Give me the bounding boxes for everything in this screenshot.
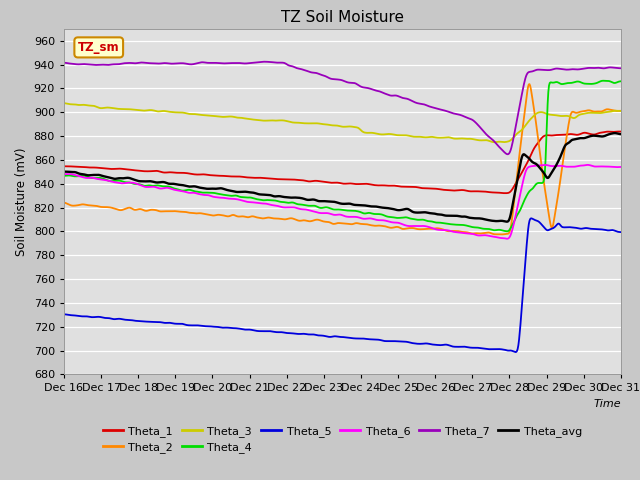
Text: TZ_sm: TZ_sm bbox=[78, 41, 120, 54]
Title: TZ Soil Moisture: TZ Soil Moisture bbox=[281, 10, 404, 25]
Text: Time: Time bbox=[593, 398, 621, 408]
Legend: Theta_1, Theta_2, Theta_3, Theta_4, Theta_5, Theta_6, Theta_7, Theta_avg: Theta_1, Theta_2, Theta_3, Theta_4, Thet… bbox=[98, 421, 587, 458]
Y-axis label: Soil Moisture (mV): Soil Moisture (mV) bbox=[15, 147, 28, 256]
